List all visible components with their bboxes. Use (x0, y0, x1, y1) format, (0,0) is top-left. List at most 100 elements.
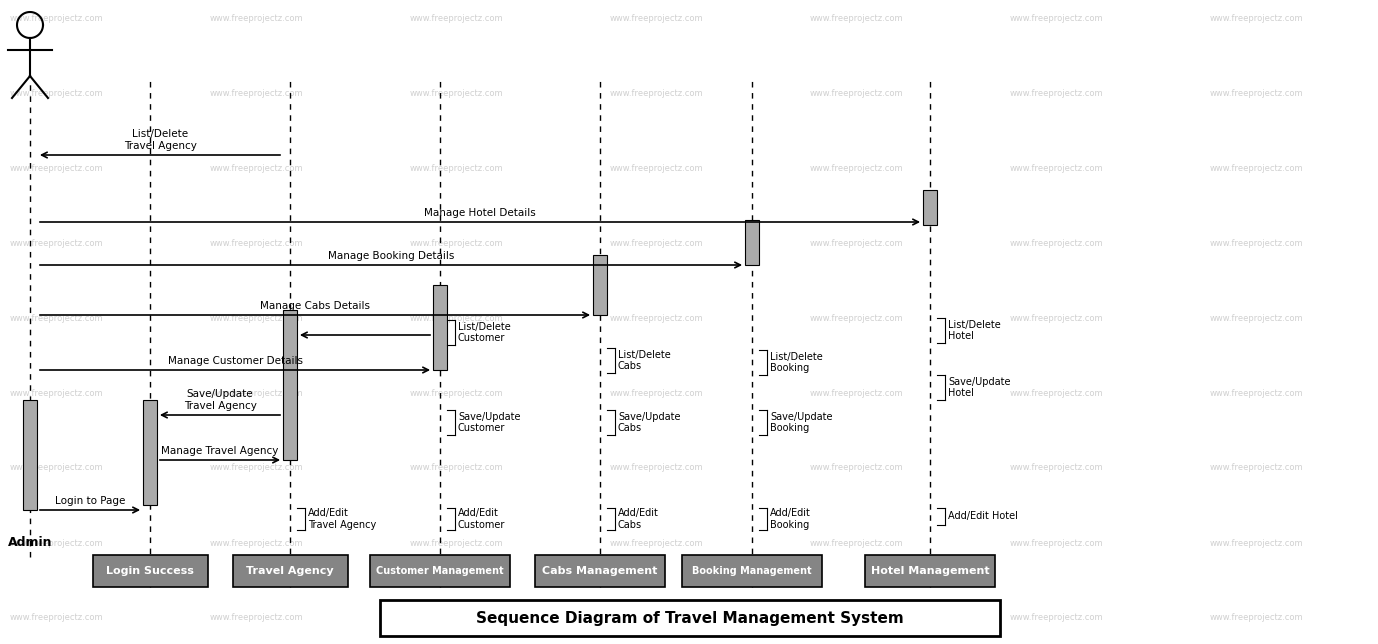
Text: www.freeprojectz.com: www.freeprojectz.com (1210, 464, 1304, 473)
Text: www.freeprojectz.com: www.freeprojectz.com (10, 88, 103, 97)
Text: www.freeprojectz.com: www.freeprojectz.com (810, 464, 904, 473)
Text: www.freeprojectz.com: www.freeprojectz.com (411, 238, 503, 247)
Text: Hotel Management: Hotel Management (871, 566, 989, 576)
Text: www.freeprojectz.com: www.freeprojectz.com (209, 464, 303, 473)
Text: www.freeprojectz.com: www.freeprojectz.com (411, 388, 503, 397)
Text: www.freeprojectz.com: www.freeprojectz.com (209, 164, 303, 173)
Text: www.freeprojectz.com: www.freeprojectz.com (1010, 238, 1104, 247)
Text: www.freeprojectz.com: www.freeprojectz.com (610, 464, 704, 473)
Text: Add/Edit Hotel: Add/Edit Hotel (948, 511, 1018, 522)
Text: www.freeprojectz.com: www.freeprojectz.com (1210, 238, 1304, 247)
Text: www.freeprojectz.com: www.freeprojectz.com (1210, 614, 1304, 623)
Text: www.freeprojectz.com: www.freeprojectz.com (1010, 538, 1104, 547)
Text: www.freeprojectz.com: www.freeprojectz.com (610, 314, 704, 323)
Text: www.freeprojectz.com: www.freeprojectz.com (1210, 538, 1304, 547)
Text: www.freeprojectz.com: www.freeprojectz.com (1210, 388, 1304, 397)
Text: www.freeprojectz.com: www.freeprojectz.com (1210, 88, 1304, 97)
Text: www.freeprojectz.com: www.freeprojectz.com (10, 464, 103, 473)
Text: List/Delete
Travel Agency: List/Delete Travel Agency (124, 129, 197, 151)
Text: Login Success: Login Success (106, 566, 194, 576)
Bar (433, 285, 446, 370)
Text: List/Delete
Booking: List/Delete Booking (770, 352, 823, 374)
Bar (745, 220, 759, 265)
Text: www.freeprojectz.com: www.freeprojectz.com (610, 538, 704, 547)
Text: Add/Edit
Travel Agency: Add/Edit Travel Agency (309, 508, 376, 530)
Text: Cabs Management: Cabs Management (543, 566, 657, 576)
Text: Save/Update
Cabs: Save/Update Cabs (617, 412, 681, 433)
Text: www.freeprojectz.com: www.freeprojectz.com (10, 614, 103, 623)
Bar (233, 555, 349, 587)
Bar (143, 400, 157, 505)
Text: List/Delete
Cabs: List/Delete Cabs (617, 350, 671, 372)
Text: www.freeprojectz.com: www.freeprojectz.com (1010, 614, 1104, 623)
Text: Travel Agency: Travel Agency (247, 566, 333, 576)
Text: Manage Travel Agency: Manage Travel Agency (161, 446, 278, 456)
Text: www.freeprojectz.com: www.freeprojectz.com (411, 464, 503, 473)
Text: www.freeprojectz.com: www.freeprojectz.com (209, 388, 303, 397)
Text: www.freeprojectz.com: www.freeprojectz.com (209, 538, 303, 547)
Text: www.freeprojectz.com: www.freeprojectz.com (810, 538, 904, 547)
Text: www.freeprojectz.com: www.freeprojectz.com (1210, 14, 1304, 23)
Bar (380, 600, 1000, 636)
Text: www.freeprojectz.com: www.freeprojectz.com (411, 538, 503, 547)
Bar (371, 555, 510, 587)
Text: www.freeprojectz.com: www.freeprojectz.com (10, 388, 103, 397)
Text: Customer Management: Customer Management (376, 566, 504, 576)
Text: www.freeprojectz.com: www.freeprojectz.com (610, 614, 704, 623)
Text: www.freeprojectz.com: www.freeprojectz.com (1010, 164, 1104, 173)
Text: Save/Update
Booking: Save/Update Booking (770, 412, 832, 433)
Text: Sequence Diagram of Travel Management System: Sequence Diagram of Travel Management Sy… (477, 611, 904, 625)
Text: Save/Update
Hotel: Save/Update Hotel (948, 377, 1010, 398)
Text: www.freeprojectz.com: www.freeprojectz.com (411, 614, 503, 623)
Text: Manage Booking Details: Manage Booking Details (328, 251, 455, 261)
Text: Save/Update
Travel Agency: Save/Update Travel Agency (183, 390, 256, 411)
Text: www.freeprojectz.com: www.freeprojectz.com (810, 388, 904, 397)
Text: www.freeprojectz.com: www.freeprojectz.com (10, 538, 103, 547)
Text: www.freeprojectz.com: www.freeprojectz.com (209, 88, 303, 97)
Bar (682, 555, 823, 587)
Text: Manage Customer Details: Manage Customer Details (168, 356, 303, 366)
Text: Manage Hotel Details: Manage Hotel Details (424, 208, 536, 218)
Text: www.freeprojectz.com: www.freeprojectz.com (411, 14, 503, 23)
Text: www.freeprojectz.com: www.freeprojectz.com (209, 238, 303, 247)
Text: www.freeprojectz.com: www.freeprojectz.com (411, 164, 503, 173)
Bar (593, 255, 606, 315)
Text: Booking Management: Booking Management (692, 566, 812, 576)
Text: www.freeprojectz.com: www.freeprojectz.com (209, 14, 303, 23)
Text: Add/Edit
Cabs: Add/Edit Cabs (617, 508, 659, 530)
Text: www.freeprojectz.com: www.freeprojectz.com (1010, 464, 1104, 473)
Text: www.freeprojectz.com: www.freeprojectz.com (10, 164, 103, 173)
Text: www.freeprojectz.com: www.freeprojectz.com (1010, 314, 1104, 323)
Text: Add/Edit
Customer: Add/Edit Customer (457, 508, 506, 530)
Text: Admin: Admin (8, 536, 52, 549)
Text: www.freeprojectz.com: www.freeprojectz.com (10, 314, 103, 323)
Text: www.freeprojectz.com: www.freeprojectz.com (610, 14, 704, 23)
Text: Add/Edit
Booking: Add/Edit Booking (770, 508, 810, 530)
Text: List/Delete
Customer: List/Delete Customer (457, 322, 511, 343)
Text: www.freeprojectz.com: www.freeprojectz.com (610, 388, 704, 397)
Text: www.freeprojectz.com: www.freeprojectz.com (1210, 314, 1304, 323)
Bar (282, 310, 298, 460)
Text: www.freeprojectz.com: www.freeprojectz.com (10, 14, 103, 23)
Text: www.freeprojectz.com: www.freeprojectz.com (610, 88, 704, 97)
Bar (923, 190, 937, 225)
Text: Manage Cabs Details: Manage Cabs Details (260, 301, 371, 311)
Text: www.freeprojectz.com: www.freeprojectz.com (810, 238, 904, 247)
Text: Save/Update
Customer: Save/Update Customer (457, 412, 521, 433)
Text: www.freeprojectz.com: www.freeprojectz.com (810, 88, 904, 97)
Bar (23, 400, 37, 510)
Bar (535, 555, 666, 587)
Text: www.freeprojectz.com: www.freeprojectz.com (411, 314, 503, 323)
Text: www.freeprojectz.com: www.freeprojectz.com (810, 614, 904, 623)
Text: www.freeprojectz.com: www.freeprojectz.com (810, 14, 904, 23)
Text: Login to Page: Login to Page (55, 496, 125, 506)
Text: www.freeprojectz.com: www.freeprojectz.com (610, 164, 704, 173)
Text: www.freeprojectz.com: www.freeprojectz.com (610, 238, 704, 247)
Text: www.freeprojectz.com: www.freeprojectz.com (1210, 164, 1304, 173)
Text: www.freeprojectz.com: www.freeprojectz.com (209, 614, 303, 623)
Bar (865, 555, 995, 587)
Bar (92, 555, 208, 587)
Text: www.freeprojectz.com: www.freeprojectz.com (810, 164, 904, 173)
Text: www.freeprojectz.com: www.freeprojectz.com (810, 314, 904, 323)
Text: www.freeprojectz.com: www.freeprojectz.com (411, 88, 503, 97)
